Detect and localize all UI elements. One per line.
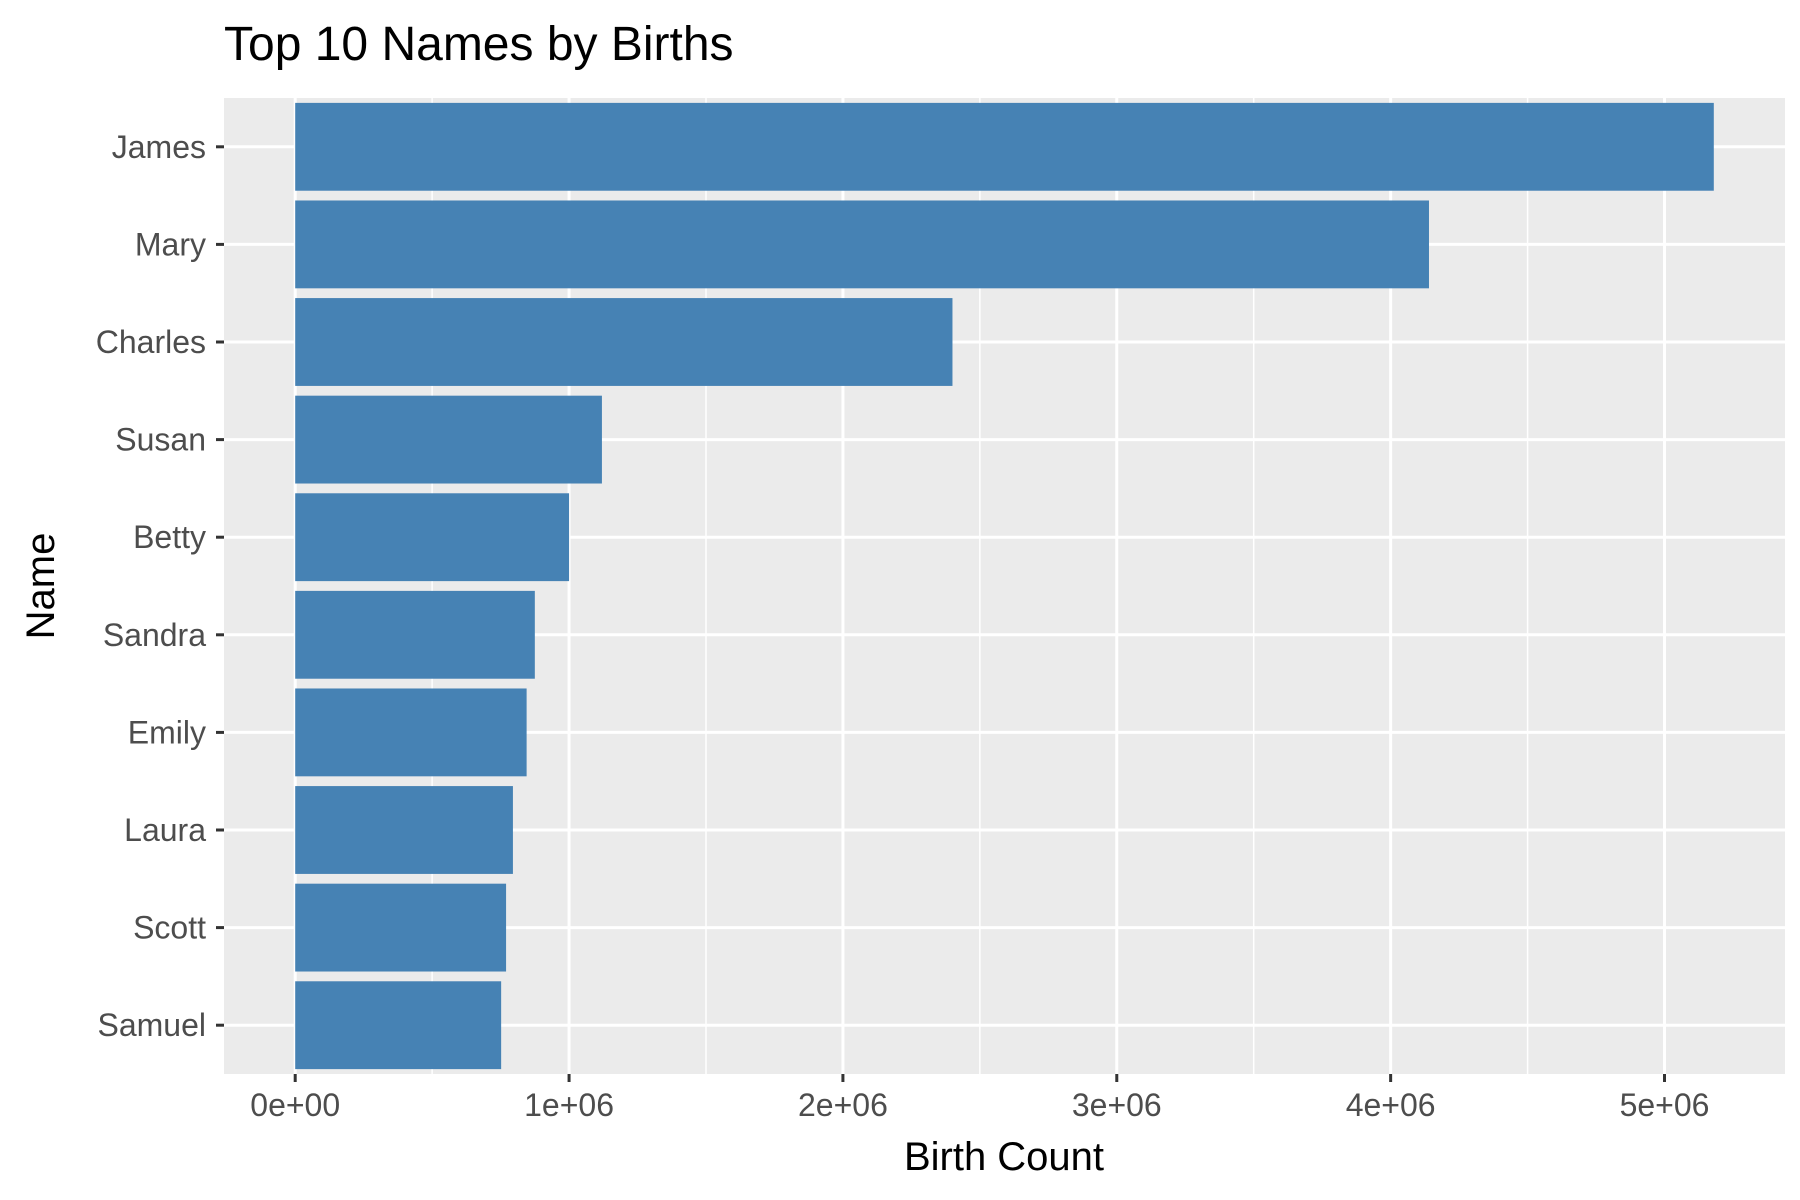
y-tick-label: Emily	[128, 714, 206, 750]
y-axis-title: Name	[19, 533, 63, 640]
bar-samuel	[295, 981, 502, 1070]
x-axis: 0e+00 1e+06 2e+06 3e+06 4e+06 5e+06	[250, 1074, 1709, 1123]
x-tick-label: 2e+06	[798, 1087, 888, 1123]
y-axis: James Mary Charles Susan Betty Sandra Emily Lau…	[96, 129, 224, 1043]
y-tick-label: Sandra	[103, 617, 206, 653]
bar-mary	[295, 200, 1429, 289]
bar-betty	[295, 493, 570, 582]
x-tick-label: 5e+06	[1620, 1087, 1710, 1123]
bar-scott	[295, 883, 507, 972]
y-tick-label: Samuel	[98, 1007, 207, 1043]
bar-emily	[295, 688, 527, 777]
chart-title: Top 10 Names by Births	[224, 18, 734, 71]
y-tick-label: James	[112, 129, 206, 165]
y-tick-label: Charles	[96, 324, 206, 360]
x-axis-title: Birth Count	[904, 1135, 1104, 1179]
y-tick-label: Scott	[133, 910, 206, 946]
x-tick-label: 1e+06	[524, 1087, 614, 1123]
y-tick-label: Susan	[115, 422, 206, 458]
x-tick-label: 4e+06	[1346, 1087, 1436, 1123]
bars	[295, 102, 1714, 1070]
x-tick-label: 0e+00	[250, 1087, 340, 1123]
bar-laura	[295, 786, 513, 874]
bar-susan	[295, 395, 602, 484]
bar-sandra	[295, 590, 535, 679]
y-tick-label: Laura	[124, 812, 206, 848]
y-tick-label: Mary	[135, 226, 206, 262]
y-tick-label: Betty	[133, 519, 206, 555]
x-tick-label: 3e+06	[1072, 1087, 1162, 1123]
bar-james	[295, 102, 1714, 191]
bar-charles	[295, 298, 953, 386]
